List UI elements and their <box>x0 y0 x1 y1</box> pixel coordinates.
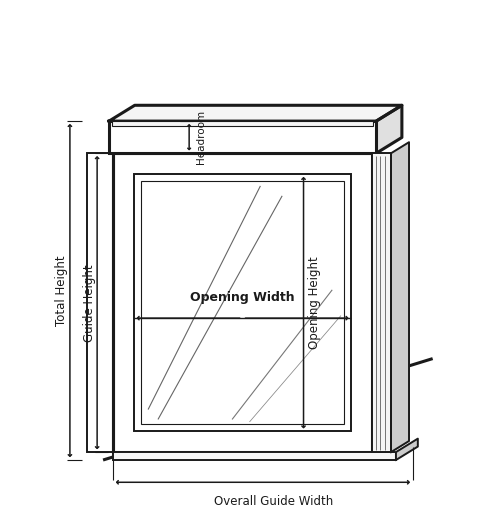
Bar <box>140 181 344 424</box>
Polygon shape <box>109 105 402 121</box>
Bar <box>372 153 391 452</box>
Text: Overall Guide Width: Overall Guide Width <box>214 495 333 508</box>
Text: Headroom: Headroom <box>196 110 206 164</box>
Bar <box>134 174 352 431</box>
Text: Guide Height: Guide Height <box>82 264 96 342</box>
Text: Total Height: Total Height <box>56 255 68 326</box>
Text: Opening Width: Opening Width <box>190 291 295 304</box>
Polygon shape <box>391 142 409 452</box>
Polygon shape <box>396 439 418 460</box>
Bar <box>113 452 396 460</box>
Bar <box>113 153 372 452</box>
Bar <box>87 153 113 452</box>
Text: Opening Height: Opening Height <box>308 257 321 349</box>
Polygon shape <box>376 105 402 153</box>
Bar <box>109 121 376 153</box>
Bar <box>112 121 373 126</box>
